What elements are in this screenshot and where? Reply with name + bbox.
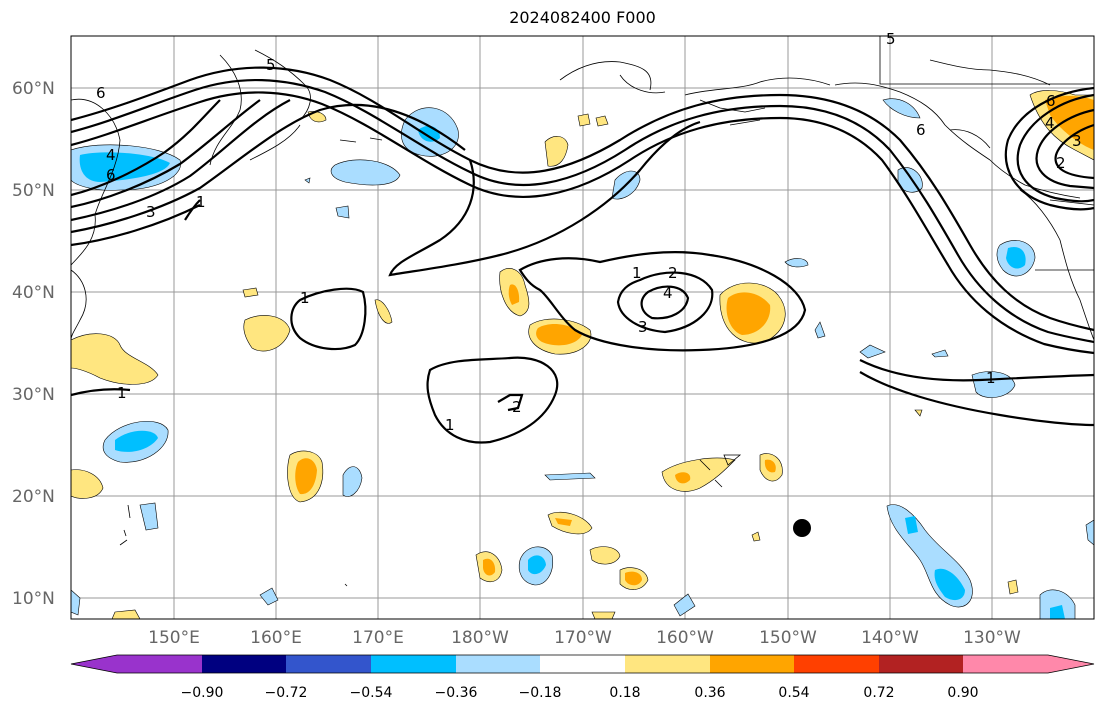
colorbar-segment bbox=[456, 655, 540, 673]
contour-label: 3 bbox=[146, 203, 156, 221]
positive-core-shading bbox=[295, 95, 1094, 586]
contour-label: 3 bbox=[1072, 132, 1082, 150]
lat-label-10n: 10°N bbox=[12, 589, 55, 609]
colorbar-tick-label: 0.54 bbox=[778, 685, 809, 701]
longitude-labels: 150°E 160°E 170°E 180°W 170°W 160°W 150°… bbox=[148, 628, 1021, 648]
colorbar-tick-label: 0.72 bbox=[863, 685, 894, 701]
lon-label-160w: 160°W bbox=[656, 628, 714, 648]
contour-label-group: 6 5 4 6 3 1 1 1 2 4 3 1 2 1 6 6 4 2 3 1 … bbox=[96, 30, 1082, 434]
lon-label-180w: 180°W bbox=[451, 628, 509, 648]
storm-position-marker bbox=[793, 519, 811, 537]
colorbar-segment bbox=[963, 655, 1048, 673]
colorbar-tick-label: 0.18 bbox=[609, 685, 640, 701]
contour-label: 6 bbox=[1046, 92, 1056, 110]
lon-label-130w: 130°W bbox=[963, 628, 1021, 648]
contour-label: 6 bbox=[916, 121, 926, 139]
lon-label-160e: 160°E bbox=[250, 628, 302, 648]
negative-core-shading bbox=[79, 125, 1065, 619]
contour-label: 5 bbox=[886, 30, 896, 48]
colorbar-tick-label: −0.54 bbox=[350, 685, 393, 701]
contour-label: 5 bbox=[266, 56, 276, 74]
lat-label-40n: 40°N bbox=[12, 283, 55, 303]
colorbar-segments bbox=[117, 655, 1048, 673]
contour-label: 2 bbox=[512, 398, 522, 416]
colorbar-tick-labels: −0.90 −0.72 −0.54 −0.36 −0.18 0.18 0.36 … bbox=[181, 685, 979, 701]
contour-label: 1 bbox=[445, 416, 455, 434]
contour-label: 6 bbox=[96, 84, 106, 102]
colorbar-min-extend bbox=[71, 655, 117, 673]
colorbar-segment bbox=[710, 655, 794, 673]
contour-label: 6 bbox=[106, 166, 116, 184]
colorbar-tick-label: 0.90 bbox=[947, 685, 978, 701]
colorbar-segment bbox=[625, 655, 710, 673]
contour-label: 4 bbox=[1045, 114, 1055, 132]
colorbar-tick-label: −0.18 bbox=[519, 685, 562, 701]
contour-label: 4 bbox=[663, 284, 673, 302]
lat-label-20n: 20°N bbox=[12, 487, 55, 507]
colorbar-tick-label: −0.90 bbox=[181, 685, 224, 701]
contour-label: 4 bbox=[106, 146, 116, 164]
lon-label-170e: 170°E bbox=[352, 628, 404, 648]
contour-label: 3 bbox=[638, 318, 648, 336]
colorbar-segment bbox=[286, 655, 371, 673]
latitude-labels: 60°N 50°N 40°N 30°N 20°N 10°N bbox=[12, 79, 55, 609]
colorbar-segment bbox=[371, 655, 456, 673]
contour-label: 1 bbox=[300, 289, 310, 307]
colorbar-segment bbox=[794, 655, 879, 673]
colorbar-segment bbox=[117, 655, 202, 673]
colorbar-max-extend bbox=[1048, 655, 1094, 673]
colorbar-tick-label: −0.36 bbox=[435, 685, 478, 701]
lon-label-140w: 140°W bbox=[861, 628, 919, 648]
lat-label-30n: 30°N bbox=[12, 385, 55, 405]
contour-lines bbox=[71, 66, 1094, 444]
contour-label: 1 bbox=[986, 369, 996, 387]
lon-label-170w: 170°W bbox=[554, 628, 612, 648]
colorbar: −0.90 −0.72 −0.54 −0.36 −0.18 0.18 0.36 … bbox=[70, 654, 1095, 701]
contour-label: 1 bbox=[632, 264, 642, 282]
colorbar-segment bbox=[202, 655, 286, 673]
lat-label-60n: 60°N bbox=[12, 79, 55, 99]
map-frame bbox=[70, 35, 1095, 620]
contour-label: 1 bbox=[117, 384, 127, 402]
lon-label-150e: 150°E bbox=[148, 628, 200, 648]
lon-label-150w: 150°W bbox=[759, 628, 817, 648]
colorbar-segment bbox=[879, 655, 963, 673]
contour-label: 2 bbox=[1056, 154, 1066, 172]
colorbar-tick-label: 0.36 bbox=[694, 685, 725, 701]
colorbar-outline bbox=[70, 654, 1095, 674]
contour-label: 2 bbox=[668, 264, 678, 282]
colorbar-segment bbox=[540, 655, 625, 673]
colorbar-tick-label: −0.72 bbox=[265, 685, 308, 701]
contour-label: 1 bbox=[196, 193, 206, 211]
map-title: 2024082400 F000 bbox=[509, 8, 656, 27]
lat-label-50n: 50°N bbox=[12, 181, 55, 201]
